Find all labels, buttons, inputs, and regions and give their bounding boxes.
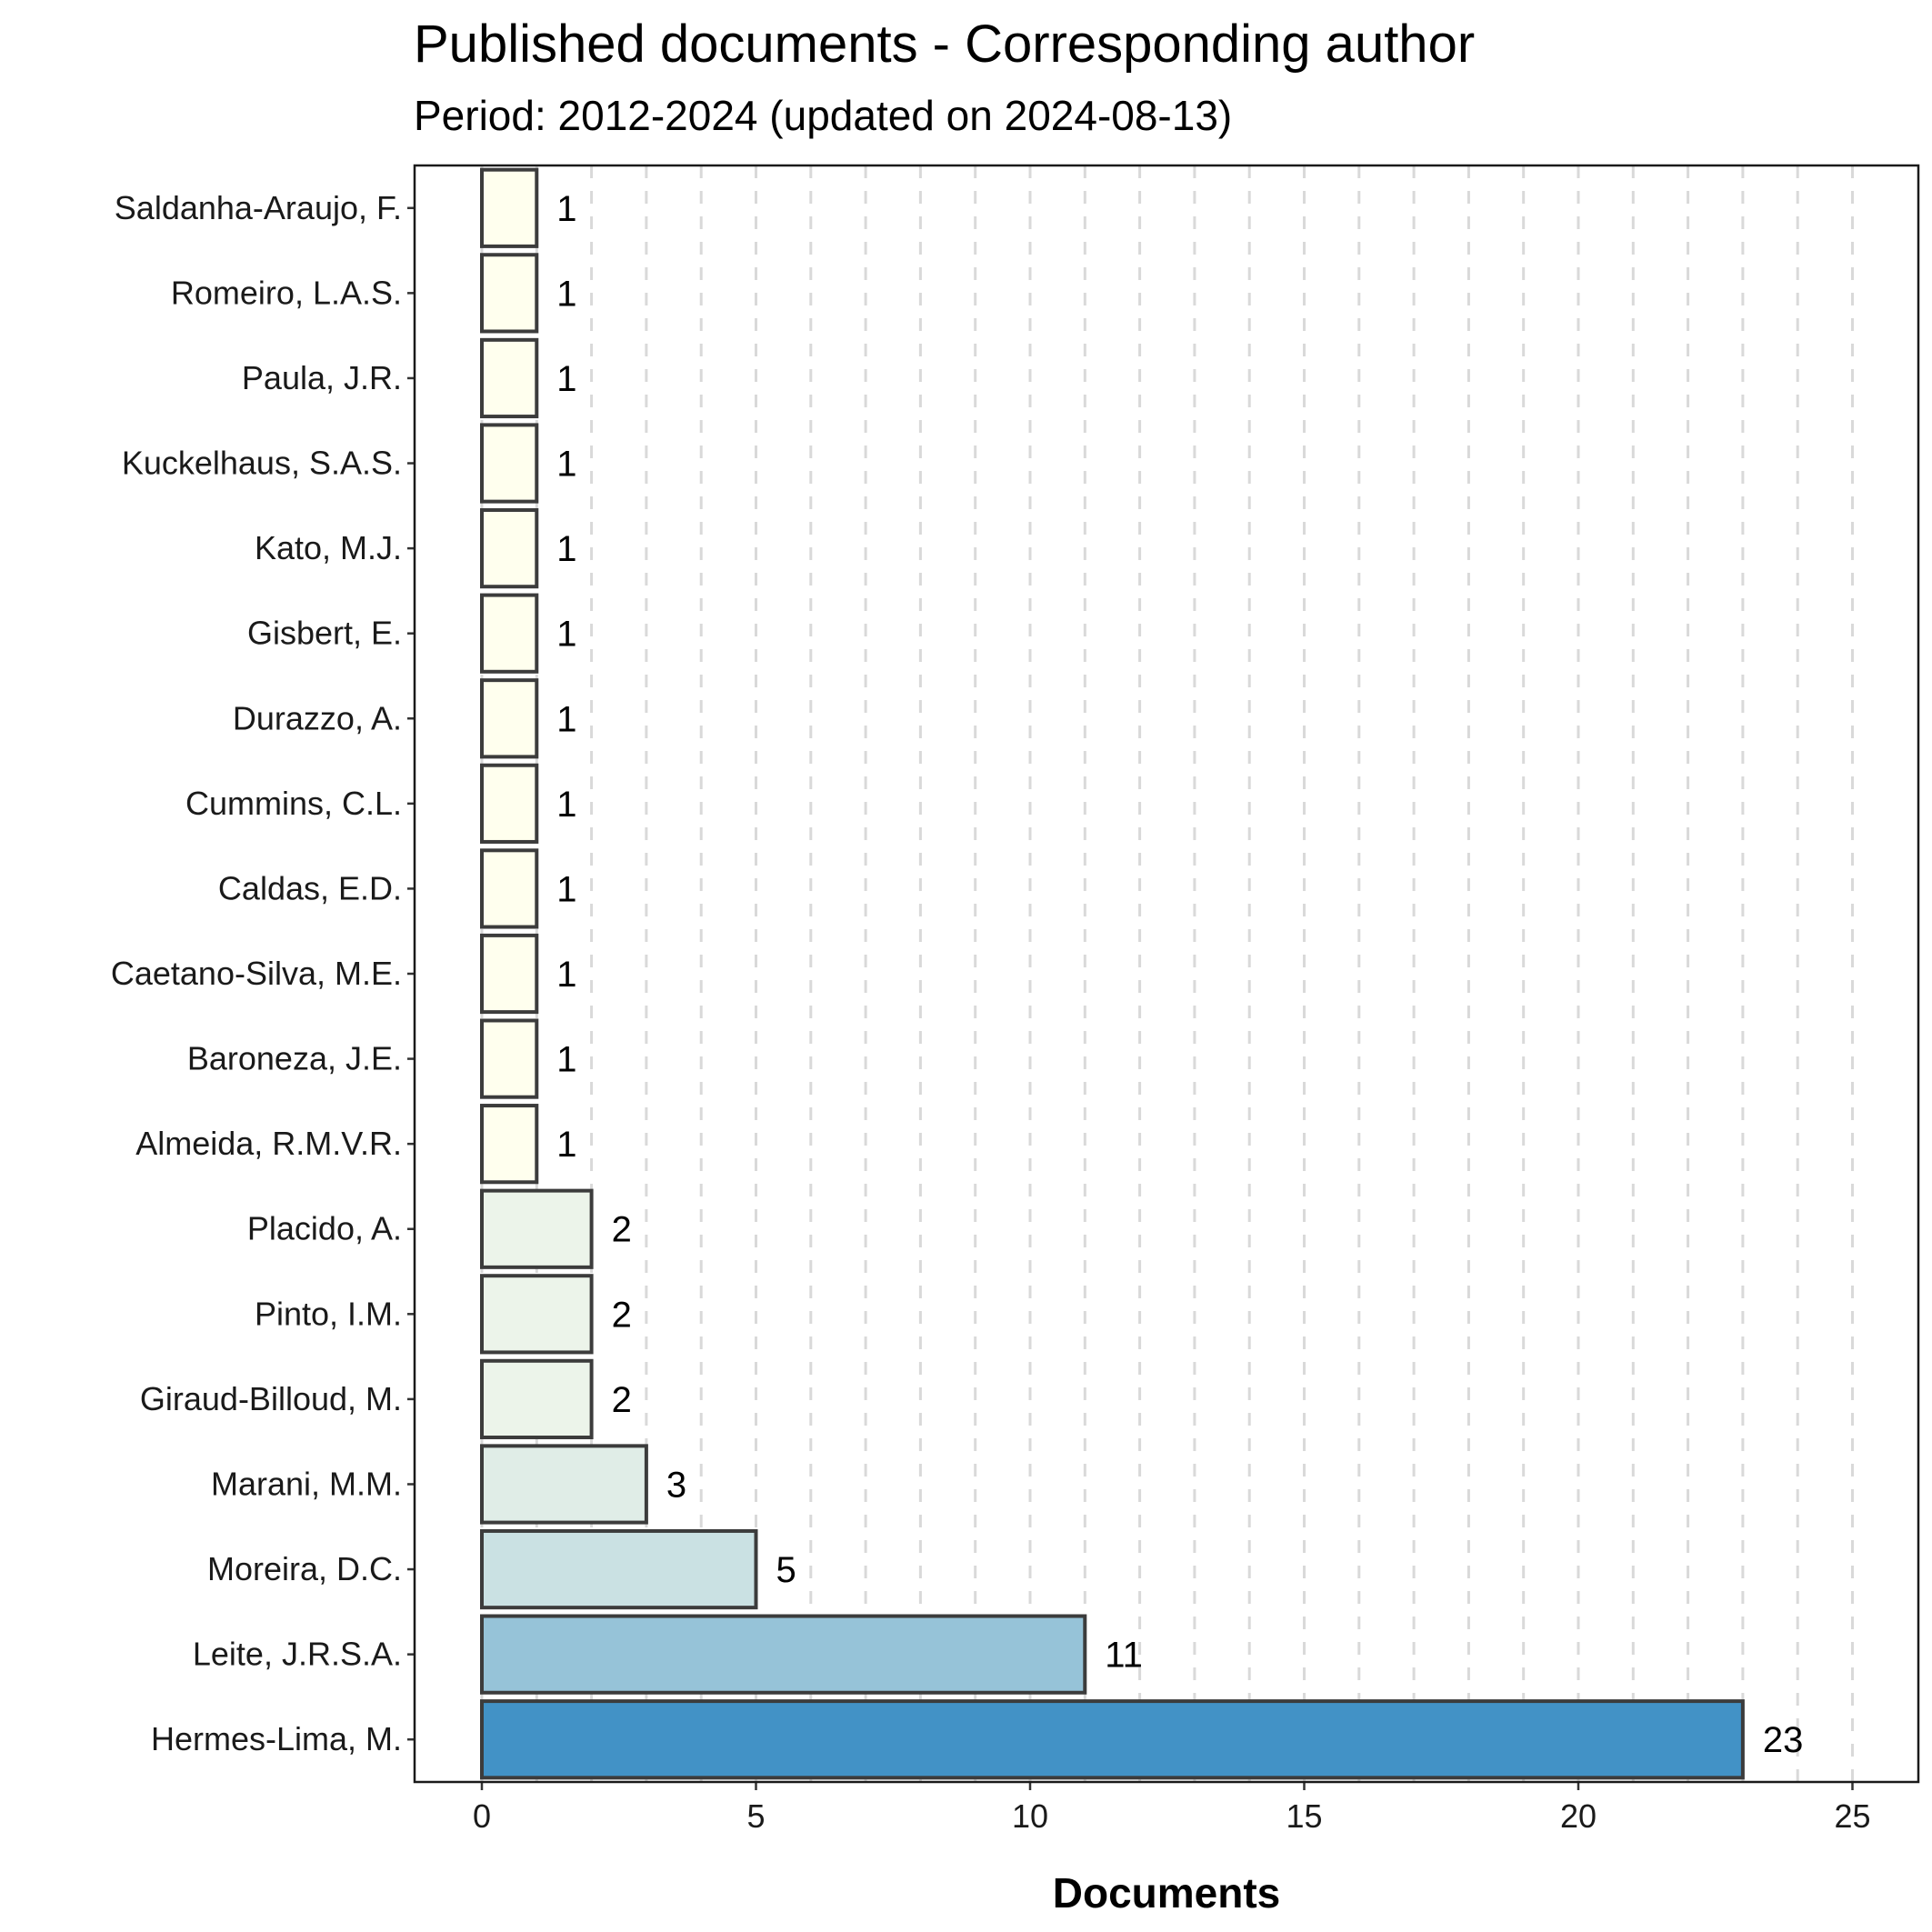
y-category-label: Placido, A. [247,1210,402,1247]
y-category-label: Saldanha-Araujo, F. [115,189,402,226]
bar-value-label: 1 [556,785,576,825]
bar-value-label: 1 [556,359,576,399]
bar [482,1617,1085,1693]
bar [482,596,536,672]
y-category-label: Durazzo, A. [233,699,402,736]
bar-value-label: 23 [1763,1720,1804,1760]
bar [482,1701,1743,1777]
bar [482,1191,592,1267]
y-category-label: Hermes-Lima, M. [151,1720,402,1757]
y-category-label: Pinto, I.M. [255,1295,402,1332]
bar [482,1361,592,1437]
bar-value-label: 1 [556,445,576,485]
bar-value-label: 2 [612,1210,632,1250]
bar [482,170,536,246]
y-category-label: Marani, M.M. [211,1465,402,1502]
x-tick-label: 15 [1286,1797,1322,1835]
y-category-label: Cummins, C.L. [185,785,402,822]
bar [482,340,536,416]
bar-value-label: 5 [776,1550,796,1590]
y-category-label: Moreira, D.C. [207,1550,402,1587]
y-category-label: Giraud-Billoud, M. [140,1380,402,1417]
x-tick-label: 0 [473,1797,491,1835]
bar [482,1020,536,1096]
bar-value-label: 1 [556,274,576,314]
y-axis-category-labels: Saldanha-Araujo, F. Romeiro, L.A.S. Paula,… [111,189,415,1757]
y-category-label: Leite, J.R.S.A. [193,1636,402,1673]
chart-title: Published documents - Corresponding auth… [414,15,1475,74]
x-tick-label: 10 [1012,1797,1048,1835]
bar [482,766,536,842]
bar-value-label: 1 [556,1040,576,1080]
bar-value-label: 1 [556,189,576,229]
bar-value-label: 1 [556,1125,576,1165]
bar-value-label: 2 [612,1295,632,1335]
x-axis-ticks: 0 5 10 15 20 25 [473,1782,1871,1835]
bar-value-label: 3 [666,1465,686,1505]
y-category-label: Baroneza, J.E. [187,1040,402,1077]
bar [482,425,536,501]
bar [482,936,536,1012]
bar-value-label: 1 [556,699,576,739]
bar-value-label: 1 [556,955,576,995]
y-category-label: Kuckelhaus, S.A.S. [122,445,402,482]
bar [482,255,536,331]
x-axis-title: Documents [1053,1869,1280,1917]
y-category-label: Kato, M.J. [255,529,402,566]
bar [482,1276,592,1352]
bar-value-label: 1 [556,615,576,655]
x-tick-label: 25 [1834,1797,1870,1835]
bar [482,510,536,586]
y-category-label: Romeiro, L.A.S. [171,274,402,311]
bar-value-label: 1 [556,869,576,909]
y-category-label: Almeida, R.M.V.R. [135,1125,402,1162]
y-category-label: Paula, J.R. [242,359,402,396]
bar [482,1531,756,1607]
chart-subtitle: Period: 2012-2024 (updated on 2024-08-13… [414,92,1232,139]
bar [482,680,536,756]
bar-value-label: 11 [1105,1636,1143,1676]
y-category-label: Gisbert, E. [247,615,402,652]
y-category-label: Caetano-Silva, M.E. [111,955,402,992]
bar [482,850,536,926]
x-tick-label: 5 [746,1797,765,1835]
y-category-label: Caldas, E.D. [218,869,402,906]
bar-value-label: 2 [612,1380,632,1420]
bar [482,1106,536,1182]
x-tick-label: 20 [1560,1797,1597,1835]
bar-value-label: 1 [556,529,576,569]
bar [482,1446,646,1522]
bars [482,170,1743,1778]
